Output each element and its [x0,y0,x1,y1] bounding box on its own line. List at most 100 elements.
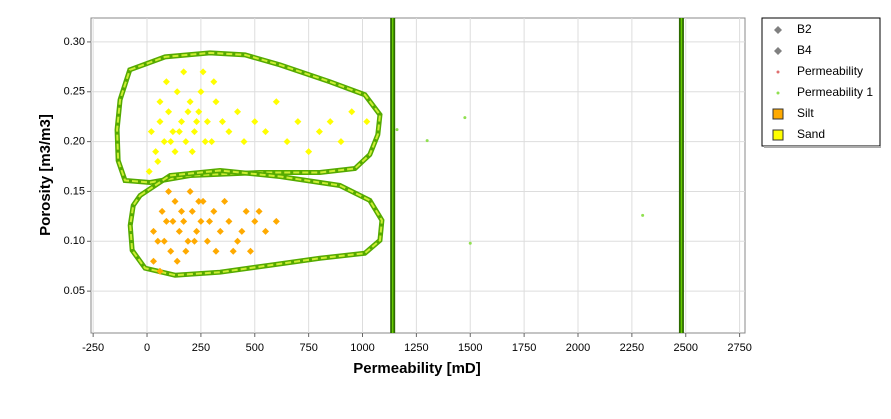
point [171,148,179,156]
x-tick-label: 0 [144,342,150,354]
legend-marker [772,108,784,120]
legend-marker [776,70,780,74]
point [147,128,155,136]
point [203,237,211,245]
legend-box [761,17,881,147]
y-tick-label: 0.10 [64,235,85,247]
point [199,197,207,205]
y-tick-label: 0.20 [64,136,85,148]
point [173,257,181,265]
point [165,108,173,116]
point [221,197,229,205]
point [425,139,429,143]
x-tick-label: 1000 [350,342,374,354]
point [229,247,237,255]
point [262,227,270,235]
point [203,118,211,126]
point [152,148,160,156]
point [195,197,203,205]
x-tick-label: 1750 [512,342,536,354]
y-tick-label: 0.30 [64,36,85,48]
point [225,217,233,225]
point [154,237,162,245]
point [272,217,280,225]
point [188,207,196,215]
point [201,138,209,146]
point [212,98,220,106]
point [169,128,177,136]
point [160,237,168,245]
point [160,138,168,146]
legend-label: Silt [797,106,814,120]
x-tick-label: 2500 [673,342,697,354]
point [188,148,196,156]
legend-label: B4 [797,43,812,57]
point [193,118,201,126]
legend-label: Sand [797,127,825,141]
point [395,128,399,132]
point [156,98,164,106]
point [190,237,198,245]
point [158,207,166,215]
x-tick-label: 2250 [620,342,644,354]
point [193,227,201,235]
point [363,118,371,126]
point [167,247,175,255]
point [171,197,179,205]
outline-dash [129,169,383,277]
legend-marker [772,129,784,141]
point [294,118,302,126]
y-tick-label: 0.25 [64,86,85,98]
point [218,118,226,126]
point [149,257,157,265]
point [240,138,248,146]
x-tick-label: 2000 [566,342,590,354]
point [156,118,164,126]
point [208,138,216,146]
y-tick-label: 0.15 [64,185,85,197]
point [175,227,183,235]
point [210,78,218,86]
x-tick-label: 2750 [727,342,751,354]
point [149,227,157,235]
point [184,108,192,116]
point [206,217,214,225]
point [178,207,186,215]
point [251,217,259,225]
point [234,237,242,245]
point [463,116,467,120]
point [225,128,233,136]
y-axis-label: Porosity [m3/m3] [37,114,54,236]
point [199,68,207,76]
point [305,148,313,156]
x-tick-label: 1500 [458,342,482,354]
point [242,207,250,215]
point [195,108,203,116]
legend-marker [774,47,782,55]
x-tick-label: 500 [246,342,264,354]
point [182,138,190,146]
point [167,138,175,146]
point [251,118,259,126]
legend-label: B2 [797,22,812,36]
point [468,241,472,245]
point [197,217,205,225]
point [283,138,291,146]
point [216,227,224,235]
point [190,128,198,136]
point [197,88,205,96]
point [234,108,242,116]
point [246,247,254,255]
x-tick-label: 250 [192,342,210,354]
point [337,138,345,146]
point [255,207,263,215]
point [186,98,194,106]
point [145,168,153,176]
x-tick-label: -250 [82,342,104,354]
x-axis-label: Permeability [mD] [353,360,481,377]
point [156,267,164,275]
legend-marker [776,91,780,95]
legend-label: Permeability [797,64,863,78]
